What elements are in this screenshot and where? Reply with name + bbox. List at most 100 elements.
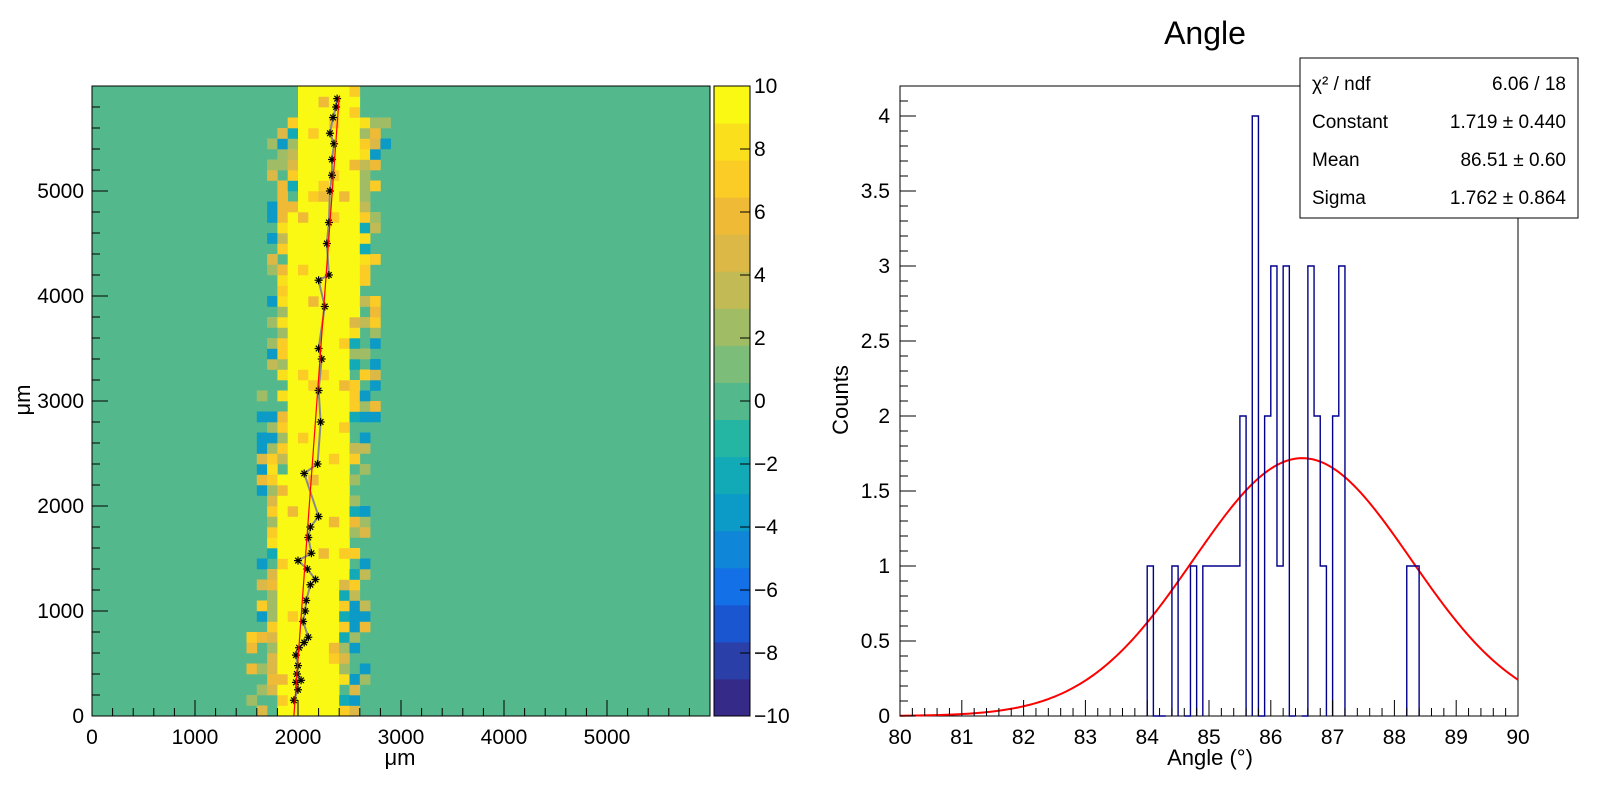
track-point (327, 155, 336, 164)
heatmap-cell (287, 422, 299, 433)
heatmap-cell (277, 233, 288, 244)
heatmap-cell (298, 569, 309, 580)
track-path (292, 98, 339, 701)
heatmap-cell (308, 180, 319, 192)
heatmap-cell (359, 369, 371, 381)
heatmap-cell (349, 86, 361, 97)
heatmap-cell (298, 558, 309, 570)
heatmap-cell (318, 348, 330, 360)
heatmap-cell (318, 254, 330, 265)
heatmap-cell (308, 128, 319, 139)
heatmap-cell (287, 338, 299, 349)
heatmap-cell (298, 411, 309, 423)
heatmap-cell (308, 464, 319, 475)
heatmap-cell (328, 317, 340, 328)
heatmap-cell (277, 642, 288, 654)
heatmap-cell (277, 590, 288, 601)
heatmap-cell (318, 380, 330, 391)
heatmap-cell (318, 611, 330, 622)
colorbar-tick-label: 6 (754, 201, 766, 224)
heatmap-cell (277, 275, 288, 286)
heatmap-cell (359, 191, 371, 202)
heatmap-cell (287, 495, 299, 507)
heatmap-cell (308, 191, 319, 202)
heatmap-cell (287, 569, 299, 580)
histogram-x-tick-label: 83 (1074, 726, 1097, 749)
heatmap-cell (308, 338, 319, 349)
heatmap-cell (339, 506, 350, 517)
heatmap-cell (318, 432, 330, 444)
track-point (313, 460, 322, 468)
heatmap-cell (308, 474, 319, 486)
heatmap-cell (298, 254, 309, 265)
heatmap-cell (339, 327, 350, 339)
heatmap-cell (287, 506, 299, 517)
histogram-y-tick-label: 1.5 (861, 480, 890, 503)
heatmap-cell (287, 233, 299, 244)
heatmap-cell (298, 222, 309, 234)
heatmap-cell (287, 243, 299, 255)
heatmap-cell (277, 653, 288, 664)
heatmap-cell (277, 506, 288, 517)
heatmap-cell (308, 569, 319, 580)
heatmap-cell (318, 422, 330, 433)
heatmap-cell (308, 527, 319, 538)
heatmap-cell (308, 684, 319, 696)
heatmap-cell (359, 159, 371, 171)
heatmap-cell (370, 317, 381, 328)
heatmap-cell (328, 243, 340, 255)
colorbar-axis: 10 8 6 4 2 0 −2 −4 −6 −8 −10 (740, 75, 790, 728)
heatmap-cell (308, 254, 319, 265)
heatmap-x-tick-label: 0 (86, 726, 98, 749)
track-point (314, 276, 323, 285)
heatmap-cell (308, 653, 319, 664)
heatmap-cell (318, 317, 330, 328)
heatmap-cell (267, 254, 278, 265)
heatmap-cell (359, 411, 371, 423)
histogram-title: Angle (1164, 15, 1246, 51)
heatmap-x-tick-label: 4000 (481, 726, 528, 749)
heatmap-cell (298, 474, 309, 486)
histogram-x-axis: 80 81 82 83 84 85 86 87 88 89 90 (888, 700, 1530, 749)
heatmap-cell (339, 159, 350, 171)
heatmap-cell (328, 411, 340, 423)
heatmap-cell (349, 495, 361, 507)
histogram-x-tick-label: 86 (1259, 726, 1282, 749)
heatmap-cell (359, 527, 371, 538)
heatmap-cell (339, 285, 350, 297)
heatmap-cell (359, 264, 371, 276)
track-point (330, 139, 339, 148)
colorbar-tick-label: −8 (754, 642, 778, 665)
heatmap-cell (277, 180, 288, 192)
heatmap-cell (370, 180, 381, 192)
heatmap-cell (277, 453, 288, 465)
heatmap-cell (287, 149, 299, 160)
heatmap-cell (308, 621, 319, 633)
heatmap-cell (328, 401, 340, 412)
heatmap-cell (328, 264, 340, 276)
heatmap-cell (267, 653, 278, 664)
heatmap-cell (277, 359, 288, 370)
histogram-x-tick-label: 84 (1136, 726, 1160, 749)
heatmap-cell (328, 191, 340, 202)
heatmap-cell (349, 264, 361, 276)
heatmap-cell (267, 632, 278, 643)
heatmap-cell (308, 233, 319, 244)
heatmap-cell (298, 138, 309, 150)
track-point (320, 302, 329, 311)
heatmap-cell (359, 296, 371, 307)
histogram-x-tick-label: 80 (888, 726, 911, 749)
heatmap-cell (328, 128, 340, 139)
heatmap-cell (318, 558, 330, 570)
colorbar-tick-label: −6 (754, 579, 778, 602)
heatmap-cell (328, 422, 340, 433)
heatmap-cell (267, 338, 278, 349)
heatmap-cell (267, 516, 278, 528)
heatmap-cell (298, 621, 309, 633)
heatmap-cell (380, 117, 391, 129)
heatmap-cell (308, 632, 319, 643)
histogram-bin-outline (1171, 565, 1179, 716)
colorbar-segment (714, 160, 750, 198)
colorbar-segment (714, 197, 750, 235)
heatmap-cell (277, 516, 288, 528)
